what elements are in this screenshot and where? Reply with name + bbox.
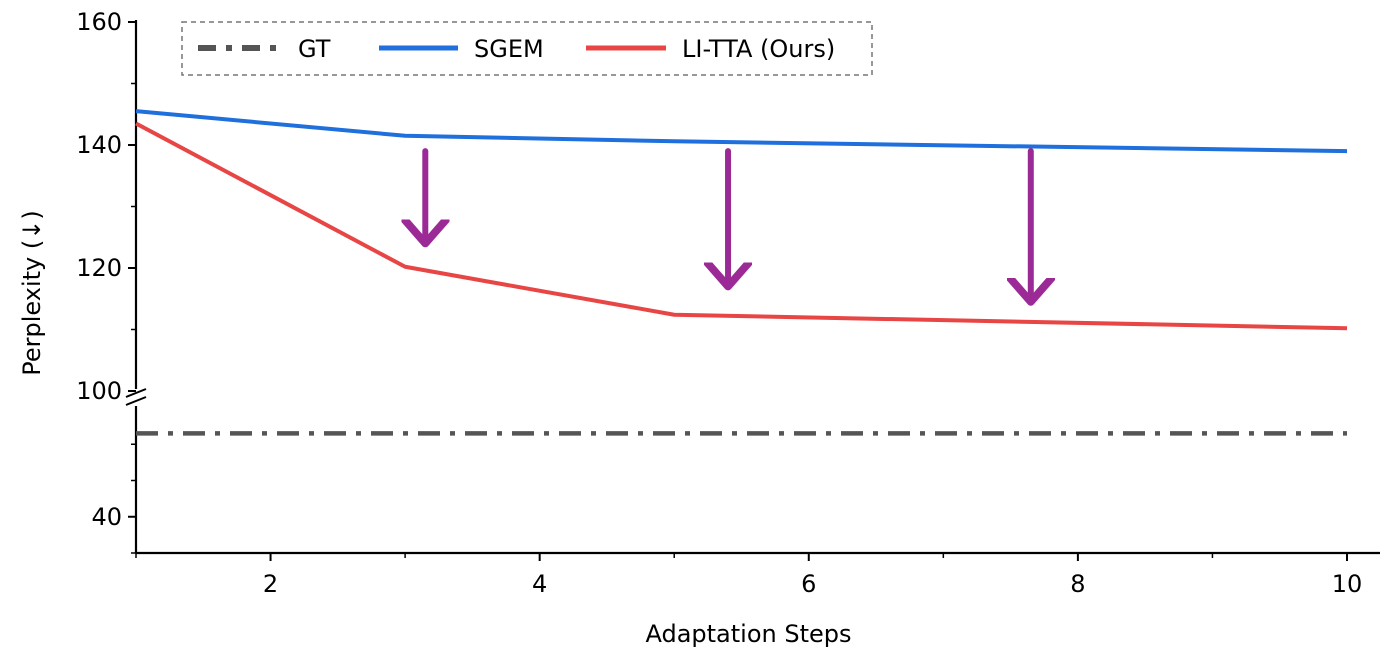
legend: GT SGEM LI-TTA (Ours) (181, 21, 873, 76)
y-tick-label: 140 (76, 131, 122, 159)
y-tick-label: 40 (91, 503, 122, 531)
series-line-li-tta-ours (135, 121, 1348, 331)
axes: 40 100 120 140 160 2 4 6 8 10 Adaptation Steps Perp… (18, 8, 1380, 648)
y-tick-label: 120 (76, 254, 122, 282)
x-tick-label: 6 (801, 570, 816, 598)
x-tick-label: 4 (532, 570, 547, 598)
y-tick-label: 100 (76, 377, 122, 405)
x-axis-title: Adaptation Steps (645, 620, 851, 648)
series-line-sgem (135, 109, 1348, 154)
axis-break-mark (125, 388, 147, 398)
series-layer (135, 109, 1348, 436)
x-tick-label: 10 (1332, 570, 1363, 598)
x-tick-label: 2 (263, 570, 278, 598)
legend-label: LI-TTA (Ours) (682, 35, 835, 63)
legend-box (181, 21, 873, 76)
axis-break-mark (125, 396, 147, 406)
legend-label: GT (298, 35, 331, 63)
x-tick-label: 8 (1070, 570, 1085, 598)
y-tick-label: 160 (76, 8, 122, 36)
legend-label: SGEM (474, 35, 544, 63)
y-axis-title: Perplexity (↓) (18, 210, 46, 375)
annotation-layer (425, 148, 1031, 302)
